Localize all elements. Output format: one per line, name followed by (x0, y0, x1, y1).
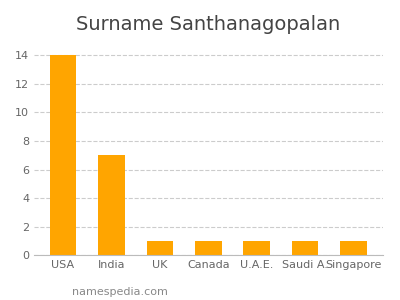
Bar (146, 241, 173, 255)
Bar (50, 56, 76, 255)
Text: namespedia.com: namespedia.com (72, 287, 168, 297)
Bar (244, 241, 270, 255)
Title: Surname Santhanagopalan: Surname Santhanagopalan (76, 15, 340, 34)
Bar (340, 241, 367, 255)
Bar (292, 241, 318, 255)
Bar (195, 241, 222, 255)
Bar (98, 155, 125, 255)
